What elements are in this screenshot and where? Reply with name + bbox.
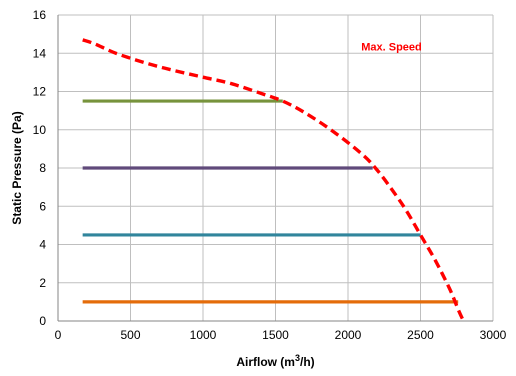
- x-tick-label: 1500: [262, 328, 289, 342]
- y-tick-label: 12: [33, 85, 47, 99]
- x-tick-label: 3000: [480, 328, 507, 342]
- labels: Max. Speed Static Pressure (Pa) Airflow …: [10, 41, 422, 369]
- y-tick-label: 4: [39, 238, 46, 252]
- y-tick-label: 0: [39, 314, 46, 328]
- y-tick-label: 6: [39, 199, 46, 213]
- x-tick-label: 2500: [407, 328, 434, 342]
- x-axis-title-main: Airflow (m: [236, 355, 295, 369]
- x-tick-label: 0: [55, 328, 62, 342]
- x-axis-title-superscript: 3: [295, 353, 300, 363]
- y-tick-label: 2: [39, 276, 46, 290]
- series-lines: [82, 99, 459, 304]
- max-speed-label: Max. Speed: [361, 41, 422, 53]
- y-tick-label: 8: [39, 161, 46, 175]
- y-tick-label: 10: [33, 123, 47, 137]
- x-tick-label: 500: [120, 328, 140, 342]
- x-tick-label: 1000: [190, 328, 217, 342]
- axes: 0 500 1000 1500 2000 2500 3000 0 2 4 6 8 10 12 14 16: [33, 8, 507, 342]
- y-tick-label: 14: [33, 46, 47, 60]
- x-axis-title: Airflow (m3/h): [236, 353, 314, 369]
- x-axis-title-suffix: /h): [300, 355, 315, 369]
- y-tick-label: 16: [33, 8, 47, 22]
- y-axis-title: Static Pressure (Pa): [10, 111, 24, 224]
- x-tick-label: 2000: [335, 328, 362, 342]
